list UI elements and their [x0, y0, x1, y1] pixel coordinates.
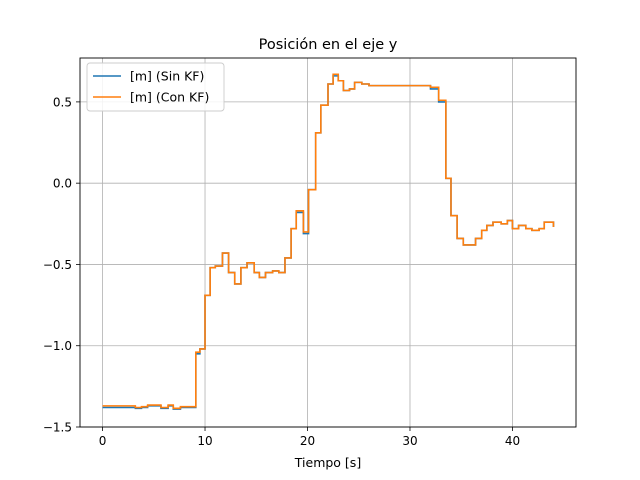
y-tick-label: −1.5 — [43, 421, 72, 435]
x-tick-label: 30 — [402, 434, 417, 448]
legend: [m] (Sin KF) [m] (Con KF) — [86, 62, 225, 112]
chart-title: Posición en el eje y — [259, 37, 398, 53]
y-tick-label: 0.5 — [53, 95, 72, 109]
x-tick-label: 10 — [197, 434, 212, 448]
x-axis-label: Tiempo [s] — [294, 455, 361, 470]
plot-frame — [79, 57, 577, 428]
series-line-con-kf — [102, 73, 555, 410]
legend-label-sin-kf: [m] (Sin KF) — [130, 69, 204, 84]
y-tick-label: −0.5 — [43, 258, 72, 272]
x-tick-label: 20 — [300, 434, 315, 448]
legend-label-con-kf: [m] (Con KF) — [130, 90, 209, 105]
x-tick-label: 0 — [99, 434, 107, 448]
series-group — [102, 73, 555, 410]
y-axis-ticks: −1.5 −1.0 −0.5 0.0 0.5 — [43, 95, 80, 435]
x-tick-label: 40 — [505, 434, 520, 448]
y-tick-label: 0.0 — [53, 177, 72, 191]
y-tick-label: −1.0 — [43, 339, 72, 353]
legend-box — [86, 62, 225, 112]
x-axis-ticks: 0 10 20 30 40 — [99, 427, 520, 448]
